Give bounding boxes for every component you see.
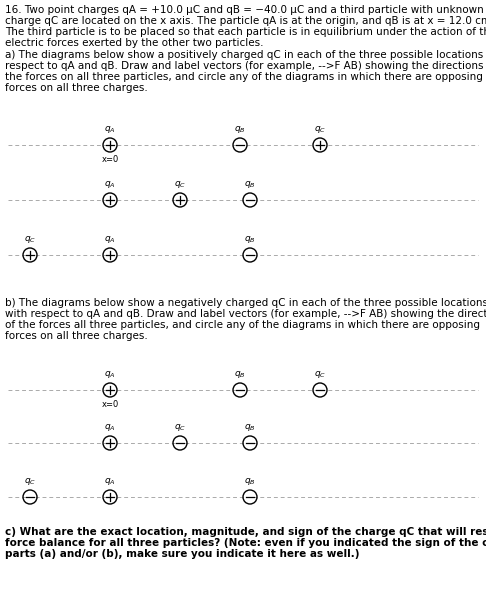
Text: $q_C$: $q_C$: [24, 234, 36, 245]
Text: a) The diagrams below show a positively charged qC in each of the three possible: a) The diagrams below show a positively …: [5, 50, 486, 60]
Text: respect to qA and qB. Draw and label vectors (for example, -->F AB) showing the : respect to qA and qB. Draw and label vec…: [5, 61, 486, 71]
Text: $q_B$: $q_B$: [244, 234, 256, 245]
Text: $q_C$: $q_C$: [314, 124, 326, 135]
Text: $q_A$: $q_A$: [104, 369, 116, 380]
Text: $q_C$: $q_C$: [314, 369, 326, 380]
Text: $q_A$: $q_A$: [104, 422, 116, 433]
Text: $q_C$: $q_C$: [174, 179, 186, 190]
Text: $q_B$: $q_B$: [234, 124, 246, 135]
Text: with respect to qA and qB. Draw and label vectors (for example, -->F AB) showing: with respect to qA and qB. Draw and labe…: [5, 309, 486, 319]
Text: $q_C$: $q_C$: [24, 476, 36, 487]
Text: The third particle is to be placed so that each particle is in equilibrium under: The third particle is to be placed so th…: [5, 27, 486, 37]
Text: $q_B$: $q_B$: [234, 369, 246, 380]
Text: electric forces exerted by the other two particles.: electric forces exerted by the other two…: [5, 38, 263, 48]
Text: $q_C$: $q_C$: [174, 422, 186, 433]
Text: charge qC are located on the x axis. The particle qA is at the origin, and qB is: charge qC are located on the x axis. The…: [5, 16, 486, 26]
Text: 16. Two point charges qA = +10.0 μC and qB = −40.0 μC and a third particle with : 16. Two point charges qA = +10.0 μC and …: [5, 5, 484, 15]
Text: $q_B$: $q_B$: [244, 422, 256, 433]
Text: $q_A$: $q_A$: [104, 234, 116, 245]
Text: $q_A$: $q_A$: [104, 476, 116, 487]
Text: parts (a) and/or (b), make sure you indicate it here as well.): parts (a) and/or (b), make sure you indi…: [5, 549, 360, 559]
Text: c) What are the exact location, magnitude, and sign of the charge qC that will r: c) What are the exact location, magnitud…: [5, 527, 486, 537]
Text: x=0: x=0: [102, 155, 119, 164]
Text: forces on all three charges.: forces on all three charges.: [5, 83, 148, 93]
Text: $q_A$: $q_A$: [104, 179, 116, 190]
Text: b) The diagrams below show a negatively charged qC in each of the three possible: b) The diagrams below show a negatively …: [5, 298, 486, 308]
Text: x=0: x=0: [102, 400, 119, 409]
Text: force balance for all three particles? (Note: even if you indicated the sign of : force balance for all three particles? (…: [5, 538, 486, 548]
Text: the forces on all three particles, and circle any of the diagrams in which there: the forces on all three particles, and c…: [5, 72, 483, 82]
Text: $q_B$: $q_B$: [244, 476, 256, 487]
Text: $q_A$: $q_A$: [104, 124, 116, 135]
Text: forces on all three charges.: forces on all three charges.: [5, 331, 148, 341]
Text: $q_B$: $q_B$: [244, 179, 256, 190]
Text: of the forces all three particles, and circle any of the diagrams in which there: of the forces all three particles, and c…: [5, 320, 480, 330]
